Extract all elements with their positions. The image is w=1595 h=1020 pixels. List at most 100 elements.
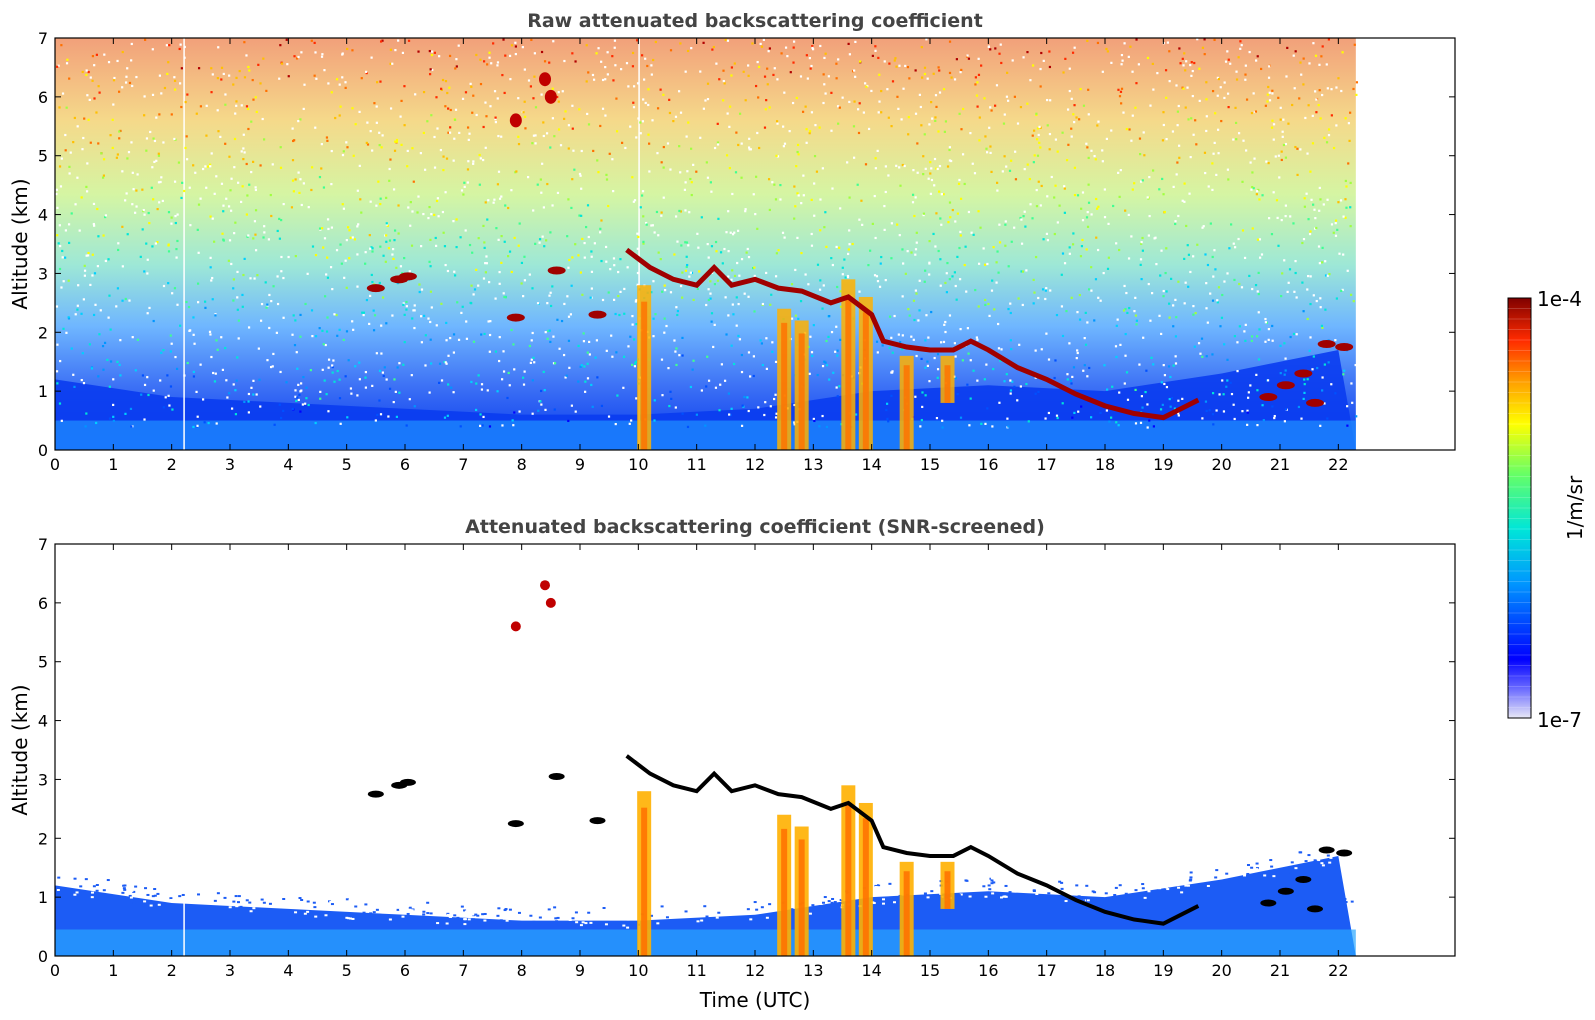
noise-pixel bbox=[1259, 256, 1262, 259]
screened-edge-pixel bbox=[963, 882, 967, 885]
x-tick-label: 14 bbox=[861, 961, 881, 980]
screened-edge-pixel bbox=[749, 911, 753, 914]
noise-pixel bbox=[174, 221, 177, 225]
noise-pixel bbox=[1144, 390, 1147, 394]
noise-pixel bbox=[1119, 343, 1122, 347]
noise-pixel bbox=[1000, 61, 1003, 65]
screened-edge-pixel bbox=[348, 899, 352, 902]
noise-pixel bbox=[884, 190, 887, 194]
noise-pixel bbox=[333, 313, 336, 316]
noise-pixel bbox=[730, 407, 733, 410]
noise-pixel bbox=[240, 104, 243, 107]
noise-pixel bbox=[546, 302, 549, 305]
noise-pixel bbox=[759, 42, 762, 45]
noise-pixel bbox=[1232, 403, 1235, 406]
noise-pixel bbox=[132, 188, 135, 191]
noise-pixel bbox=[450, 386, 453, 389]
noise-pixel bbox=[777, 249, 780, 252]
noise-pixel bbox=[252, 237, 255, 240]
noise-pixel bbox=[959, 416, 963, 419]
noise-pixel bbox=[1068, 342, 1071, 345]
noise-pixel bbox=[696, 232, 699, 235]
aerosol-plume-core bbox=[798, 333, 805, 450]
noise-pixel bbox=[936, 376, 939, 379]
screened-edge-pixel bbox=[597, 925, 601, 928]
noise-pixel bbox=[294, 395, 297, 398]
noise-pixel bbox=[725, 231, 728, 234]
noise-pixel bbox=[520, 282, 523, 285]
noise-pixel bbox=[760, 45, 764, 48]
screened-edge-pixel bbox=[1088, 885, 1092, 888]
noise-pixel bbox=[641, 190, 645, 193]
noise-pixel bbox=[906, 65, 910, 69]
noise-pixel bbox=[428, 49, 431, 53]
noise-pixel bbox=[799, 300, 803, 303]
noise-pixel bbox=[948, 159, 952, 162]
noise-pixel bbox=[595, 339, 599, 342]
noise-pixel bbox=[841, 266, 844, 269]
noise-pixel bbox=[1068, 89, 1071, 93]
noise-pixel bbox=[540, 50, 544, 54]
noise-pixel bbox=[967, 57, 971, 60]
noise-pixel bbox=[673, 253, 676, 256]
screened-edge-pixel bbox=[1053, 880, 1057, 883]
aerosol-plume-core bbox=[798, 839, 805, 956]
noise-pixel bbox=[470, 85, 473, 88]
noise-pixel bbox=[424, 168, 427, 171]
noise-pixel bbox=[1078, 318, 1082, 321]
noise-pixel bbox=[465, 337, 469, 340]
noise-pixel bbox=[1284, 357, 1287, 360]
noise-pixel bbox=[528, 344, 532, 348]
noise-pixel bbox=[727, 250, 730, 253]
noise-pixel bbox=[604, 65, 607, 69]
noise-pixel bbox=[887, 420, 890, 423]
noise-pixel bbox=[165, 44, 168, 47]
noise-pixel bbox=[1019, 385, 1022, 388]
noise-pixel bbox=[1016, 122, 1020, 125]
noise-pixel bbox=[210, 355, 213, 359]
screened-edge-pixel bbox=[973, 888, 977, 891]
noise-pixel bbox=[710, 245, 714, 248]
noise-pixel bbox=[302, 107, 305, 111]
noise-pixel bbox=[1003, 380, 1006, 383]
noise-pixel bbox=[721, 262, 724, 265]
noise-pixel bbox=[911, 201, 915, 204]
screened-edge-pixel bbox=[102, 889, 106, 892]
noise-pixel bbox=[1115, 355, 1118, 359]
noise-pixel bbox=[993, 308, 996, 311]
noise-pixel bbox=[146, 312, 149, 315]
noise-pixel bbox=[1048, 65, 1052, 69]
noise-pixel bbox=[1250, 111, 1254, 115]
noise-pixel bbox=[874, 236, 877, 240]
noise-pixel bbox=[567, 339, 571, 342]
screened-edge-pixel bbox=[975, 895, 979, 898]
noise-pixel bbox=[1211, 353, 1214, 356]
noise-pixel bbox=[585, 44, 588, 47]
cloud-layer-line bbox=[625, 754, 1200, 926]
noise-pixel bbox=[395, 140, 398, 143]
noise-pixel bbox=[444, 105, 447, 108]
noise-pixel bbox=[1346, 269, 1349, 272]
noise-pixel bbox=[179, 324, 182, 327]
noise-pixel bbox=[1090, 266, 1093, 269]
noise-pixel bbox=[1218, 393, 1221, 396]
noise-pixel bbox=[433, 135, 436, 139]
noise-pixel bbox=[242, 157, 245, 161]
noise-pixel bbox=[642, 240, 645, 243]
screened-edge-pixel bbox=[228, 906, 232, 909]
noise-pixel bbox=[949, 216, 952, 219]
noise-pixel bbox=[319, 390, 322, 393]
noise-pixel bbox=[1311, 114, 1314, 117]
noise-pixel bbox=[997, 347, 1001, 350]
noise-pixel bbox=[686, 263, 689, 267]
cloud-fragment bbox=[588, 310, 607, 319]
noise-pixel bbox=[517, 244, 520, 247]
noise-pixel bbox=[349, 387, 353, 390]
noise-pixel bbox=[1009, 392, 1012, 395]
noise-pixel bbox=[479, 424, 482, 427]
noise-pixel bbox=[1031, 217, 1034, 220]
noise-pixel bbox=[517, 142, 521, 146]
screened-edge-pixel bbox=[351, 917, 355, 920]
noise-pixel bbox=[557, 100, 560, 103]
noise-pixel bbox=[1046, 98, 1049, 102]
